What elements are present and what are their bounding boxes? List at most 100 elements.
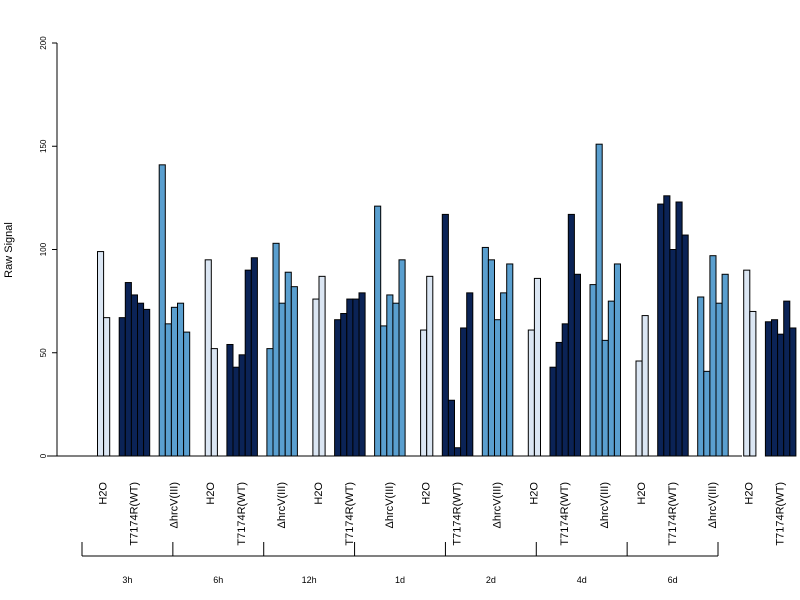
bar [561, 323, 569, 457]
y-tick-label: 50 [39, 348, 48, 357]
category-label: T7174R(WT) [128, 482, 140, 546]
category-label: T7174R(WT) [451, 482, 463, 546]
bar [232, 366, 240, 457]
bar [183, 331, 191, 457]
bar [250, 257, 258, 457]
timepoint-label: 6d [668, 575, 678, 585]
bar [244, 269, 252, 457]
bar [635, 360, 643, 457]
bar [613, 263, 622, 457]
bar [749, 310, 757, 457]
bar [386, 294, 394, 457]
bar [506, 263, 514, 457]
y-tick-label: 100 [39, 242, 48, 256]
bar [697, 296, 705, 457]
bar [124, 282, 132, 457]
bar [500, 292, 508, 457]
bar [533, 277, 542, 457]
timepoint-label: 4d [577, 575, 587, 585]
bar [783, 300, 791, 457]
category-label: T7174R(WT) [775, 482, 787, 546]
bar [789, 327, 797, 457]
bar [210, 348, 218, 457]
category-label: H2O [98, 482, 110, 505]
bar [663, 195, 671, 457]
bar [158, 164, 166, 457]
bar [721, 273, 729, 457]
bar [358, 292, 366, 457]
bar [137, 302, 145, 457]
bar [715, 302, 723, 457]
bar [118, 317, 126, 457]
category-label: H2O [744, 482, 756, 505]
bar [487, 259, 495, 457]
bar [777, 333, 785, 457]
bar [743, 269, 751, 457]
bars [97, 143, 797, 457]
bar [170, 306, 178, 457]
bar [675, 201, 683, 457]
bar [226, 343, 234, 457]
bar [681, 234, 689, 457]
bar [312, 298, 320, 457]
category-label: ΔhrcV(III) [707, 482, 719, 528]
bar [494, 319, 502, 457]
bar [481, 246, 489, 457]
bar [527, 329, 535, 457]
bar [555, 341, 563, 457]
category-label: ΔhrcV(III) [276, 482, 288, 528]
timepoint-label: 12h [302, 575, 317, 585]
bar [447, 399, 455, 457]
bar [164, 323, 172, 457]
bar [380, 325, 388, 457]
y-tick-label: 0 [39, 453, 48, 458]
y-axis-label: Raw Signal [3, 222, 15, 278]
bar [771, 319, 779, 457]
y-axis: 0 50 100 150 200 [39, 36, 58, 458]
bar [103, 317, 111, 457]
bar [143, 308, 151, 457]
bar [601, 339, 609, 457]
bar [589, 284, 597, 457]
bar [641, 315, 649, 457]
bar [272, 242, 280, 457]
bar [318, 275, 326, 457]
bar [130, 294, 138, 457]
bar [441, 213, 449, 457]
bar [284, 271, 292, 457]
bar [420, 329, 428, 457]
bar [703, 370, 711, 457]
category-label: ΔhrcV(III) [599, 482, 611, 528]
category-label: H2O [528, 482, 540, 505]
timepoint-label: 1d [395, 575, 405, 585]
bar [607, 300, 615, 457]
bar [204, 259, 212, 457]
bar [374, 205, 382, 457]
category-label: T7174R(WT) [559, 482, 571, 546]
bar [764, 321, 773, 457]
bar [460, 327, 468, 457]
bar [290, 286, 298, 457]
category-label: H2O [205, 482, 217, 505]
bar [454, 447, 462, 457]
timepoint-label: 2d [486, 575, 496, 585]
category-label: T7174R(WT) [667, 482, 679, 546]
bar [97, 251, 105, 457]
bar [238, 354, 246, 457]
timepoint-label: 3h [122, 575, 132, 585]
category-label: ΔhrcV(III) [168, 482, 180, 528]
bar [266, 348, 274, 457]
timepoint-label: 6h [213, 575, 223, 585]
category-label: H2O [313, 482, 325, 505]
bar [426, 275, 434, 457]
bar [669, 249, 677, 457]
category-label: T7174R(WT) [236, 482, 248, 546]
bar [709, 255, 717, 457]
bar [466, 292, 474, 457]
bar [334, 319, 342, 457]
category-label: ΔhrcV(III) [384, 482, 396, 528]
bar [392, 302, 400, 457]
bar [398, 259, 406, 457]
bar [573, 273, 582, 457]
